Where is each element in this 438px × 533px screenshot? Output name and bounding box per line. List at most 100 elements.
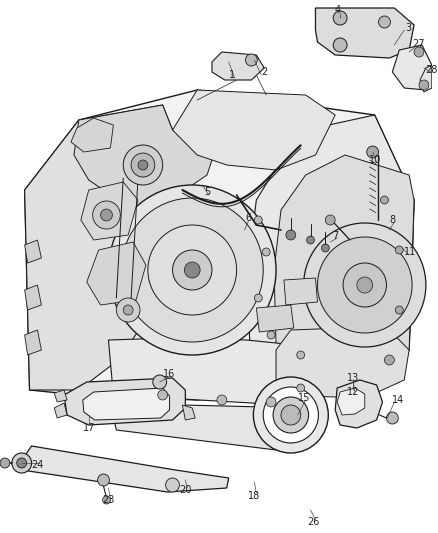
Circle shape (419, 80, 429, 90)
Polygon shape (337, 388, 365, 415)
Polygon shape (173, 90, 335, 170)
Polygon shape (64, 378, 185, 425)
Text: 2: 2 (261, 67, 267, 77)
Polygon shape (109, 338, 306, 405)
Text: 1: 1 (229, 70, 235, 80)
Polygon shape (81, 182, 138, 240)
Circle shape (281, 405, 301, 425)
Text: 5: 5 (204, 187, 210, 197)
Polygon shape (315, 8, 414, 58)
Circle shape (343, 263, 386, 307)
Text: 12: 12 (347, 387, 359, 397)
Circle shape (0, 458, 10, 468)
Circle shape (304, 223, 426, 347)
Circle shape (109, 185, 276, 355)
Circle shape (17, 458, 27, 468)
Circle shape (263, 387, 318, 443)
Circle shape (245, 54, 257, 66)
Circle shape (297, 351, 305, 359)
Polygon shape (109, 395, 306, 450)
Polygon shape (25, 90, 414, 400)
Text: 27: 27 (412, 39, 424, 49)
Polygon shape (87, 242, 146, 305)
Circle shape (307, 236, 314, 244)
Circle shape (396, 246, 403, 254)
Text: 18: 18 (248, 491, 261, 501)
Polygon shape (284, 278, 318, 305)
Polygon shape (420, 65, 432, 92)
Circle shape (102, 496, 110, 504)
Polygon shape (54, 403, 67, 418)
Polygon shape (25, 105, 173, 390)
Circle shape (396, 306, 403, 314)
Circle shape (333, 38, 347, 52)
Text: 6: 6 (245, 213, 251, 223)
Polygon shape (256, 305, 294, 332)
Circle shape (297, 384, 305, 392)
Circle shape (166, 478, 180, 492)
Circle shape (254, 216, 262, 224)
Polygon shape (392, 45, 432, 90)
Polygon shape (22, 446, 229, 492)
Circle shape (273, 397, 309, 433)
Circle shape (262, 248, 270, 256)
Circle shape (325, 215, 335, 225)
Circle shape (414, 47, 424, 57)
Circle shape (267, 331, 275, 339)
Text: 14: 14 (392, 395, 404, 405)
Polygon shape (54, 390, 67, 402)
Text: 15: 15 (297, 393, 310, 403)
Circle shape (385, 355, 394, 365)
Circle shape (254, 294, 262, 302)
Text: 17: 17 (82, 423, 95, 433)
Circle shape (378, 16, 390, 28)
Circle shape (153, 375, 166, 389)
Circle shape (138, 160, 148, 170)
Circle shape (367, 146, 378, 158)
Polygon shape (25, 240, 42, 263)
Circle shape (93, 201, 120, 229)
Text: 10: 10 (368, 155, 381, 165)
Circle shape (158, 390, 168, 400)
Circle shape (381, 196, 389, 204)
Polygon shape (247, 115, 414, 395)
Circle shape (286, 230, 296, 240)
Circle shape (253, 377, 328, 453)
Text: 13: 13 (347, 373, 359, 383)
Polygon shape (276, 328, 409, 398)
Polygon shape (25, 330, 42, 355)
Circle shape (266, 397, 276, 407)
Circle shape (318, 237, 412, 333)
Circle shape (357, 277, 373, 293)
Circle shape (123, 145, 162, 185)
Circle shape (117, 298, 140, 322)
Polygon shape (335, 380, 382, 428)
Text: 28: 28 (426, 65, 438, 75)
Polygon shape (74, 105, 217, 210)
Polygon shape (25, 285, 42, 310)
Text: 7: 7 (332, 231, 338, 241)
Circle shape (121, 198, 263, 342)
Text: 8: 8 (389, 215, 396, 225)
Circle shape (386, 412, 398, 424)
Text: 24: 24 (31, 460, 44, 470)
Polygon shape (274, 155, 414, 390)
Circle shape (12, 453, 32, 473)
Circle shape (333, 11, 347, 25)
Circle shape (123, 305, 133, 315)
Polygon shape (212, 52, 264, 80)
Text: 26: 26 (307, 517, 320, 527)
Polygon shape (182, 405, 195, 420)
Polygon shape (71, 118, 113, 152)
Circle shape (98, 474, 110, 486)
Text: 3: 3 (405, 23, 411, 33)
Text: 20: 20 (179, 485, 191, 495)
Text: 11: 11 (404, 247, 416, 257)
Circle shape (184, 262, 200, 278)
Circle shape (131, 153, 155, 177)
Text: 23: 23 (102, 495, 115, 505)
Circle shape (173, 250, 212, 290)
Circle shape (321, 244, 329, 252)
Circle shape (101, 209, 113, 221)
Text: 4: 4 (334, 5, 340, 15)
